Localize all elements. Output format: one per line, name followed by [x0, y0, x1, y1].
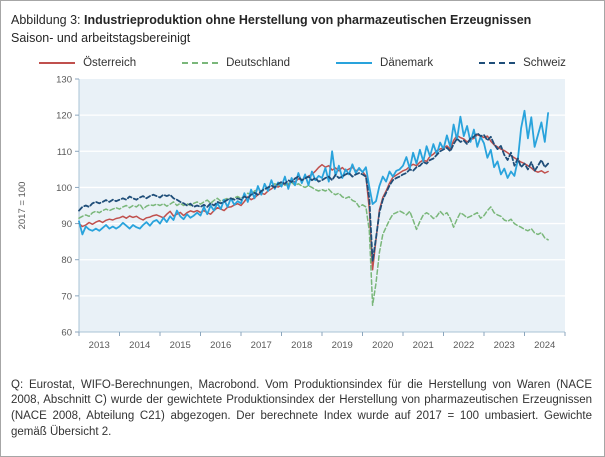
chart-area: 60 70 80 90 100 110 120 130 2013 2014 2015 2016 2017… — [1, 69, 604, 368]
legend-item-oesterreich: Österreich — [39, 57, 136, 69]
y-tick-label-80: 80 — [61, 255, 72, 266]
figure-title-line: Abbildung 3: Industrieproduktion ohne He… — [11, 12, 592, 30]
chart-legend: Österreich Deutschland Dänemark Schweiz — [1, 57, 604, 69]
y-tick-label-60: 60 — [61, 327, 72, 338]
series-line-deutschland — [78, 181, 549, 306]
x-tick-label-2013: 2013 — [89, 340, 110, 351]
figure-title: Industrieproduktion ohne Herstellung von… — [84, 13, 532, 27]
x-tick-label-2022: 2022 — [453, 340, 474, 351]
x-tick-label-2024: 2024 — [534, 340, 555, 351]
x-tick-label-2016: 2016 — [210, 340, 231, 351]
legend-item-daenemark: Dänemark — [336, 57, 433, 69]
y-tick-label-100: 100 — [56, 182, 72, 193]
y-tick-label-70: 70 — [61, 291, 72, 302]
legend-swatch-schweiz-line — [479, 61, 516, 64]
line-chart-svg: 60 70 80 90 100 110 120 130 2013 2014 2015 2016 2017… — [17, 74, 566, 351]
y-tick-label-90: 90 — [61, 219, 72, 230]
x-tick-label-2019: 2019 — [332, 340, 353, 351]
legend-label-daenemark: Dänemark — [380, 56, 434, 69]
y-axis-title: 2017 = 100 — [17, 181, 28, 229]
series-line-schweiz — [78, 131, 549, 262]
x-tick-label-2018: 2018 — [291, 340, 312, 351]
legend-label-schweiz: Schweiz — [523, 56, 566, 69]
y-tick-label-110: 110 — [57, 146, 72, 157]
x-tick-label-2021: 2021 — [413, 340, 434, 351]
legend-item-schweiz: Schweiz — [479, 57, 566, 69]
figure-header: Abbildung 3: Industrieproduktion ohne He… — [1, 1, 604, 48]
legend-swatch-oesterreich-line — [39, 61, 76, 64]
figure-subtitle: Saison- und arbeitstagsbereinigt — [11, 30, 191, 45]
x-tick-label-2020: 2020 — [372, 340, 393, 351]
legend-label-deutschland: Deutschland — [226, 56, 291, 69]
legend-swatch-deutschland-line — [182, 61, 219, 64]
x-tick-label-2023: 2023 — [494, 340, 515, 351]
x-tick-label-2015: 2015 — [170, 340, 191, 351]
legend-item-deutschland: Deutschland — [182, 57, 290, 69]
source-note: Q: Eurostat, WIFO-Berechnungen, Macrobon… — [11, 378, 592, 439]
x-tick-label-2014: 2014 — [129, 340, 150, 351]
legend-swatch-daenemark-line — [336, 61, 373, 64]
y-tick-label-120: 120 — [56, 110, 72, 121]
legend-label-oesterreich: Österreich — [83, 56, 137, 69]
x-tick-label-2017: 2017 — [251, 340, 272, 351]
figure-label: Abbildung 3: — [11, 13, 81, 27]
y-tick-label-130: 130 — [56, 74, 72, 85]
